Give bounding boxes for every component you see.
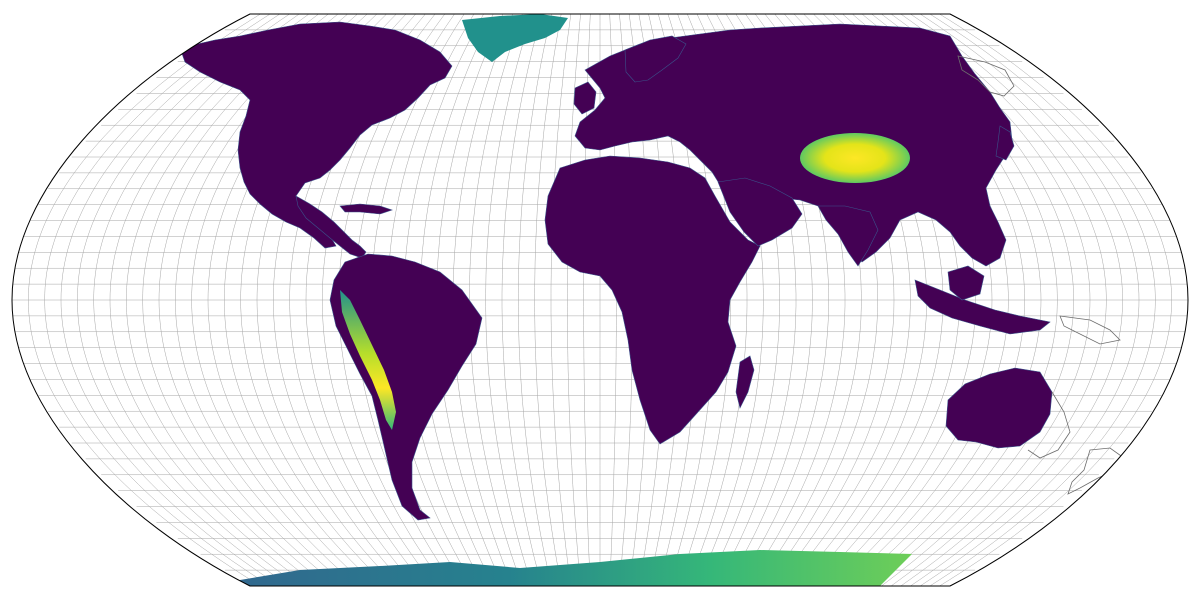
globe-boundary bbox=[11, 13, 1189, 587]
greenland bbox=[462, 14, 568, 62]
meridian-line bbox=[158, 14, 339, 586]
coastline-outlines bbox=[957, 55, 1125, 495]
meridian-line bbox=[920, 14, 1140, 586]
east-asia-outline bbox=[957, 55, 1015, 97]
scandinavia bbox=[624, 35, 687, 83]
pacific-islands-outline bbox=[1059, 315, 1121, 345]
meridian-line bbox=[126, 14, 319, 586]
meridian-line bbox=[890, 14, 1091, 586]
new-zealand-outline bbox=[1067, 447, 1125, 495]
meridian-line bbox=[93, 14, 300, 586]
meridian-line bbox=[518, 14, 552, 586]
madagascar bbox=[735, 355, 755, 409]
meridian-line bbox=[534, 14, 562, 586]
meridian-line bbox=[501, 14, 543, 586]
central-america bbox=[295, 195, 367, 259]
meridian-line bbox=[550, 14, 572, 586]
tibetan-plateau bbox=[800, 133, 910, 183]
australia bbox=[945, 367, 1053, 449]
meridian-line bbox=[939, 14, 1172, 586]
meridian-line bbox=[929, 14, 1156, 586]
india bbox=[817, 205, 879, 267]
caribbean-islands bbox=[339, 203, 393, 215]
meridian-line bbox=[60, 14, 280, 586]
south-america bbox=[329, 253, 483, 521]
meridian-line bbox=[910, 14, 1123, 586]
meridian-line bbox=[28, 14, 261, 586]
arabia bbox=[717, 177, 803, 247]
meridian-line bbox=[109, 14, 310, 586]
europe-asia bbox=[574, 23, 1013, 267]
meridian-line bbox=[567, 14, 581, 586]
meridian-line bbox=[900, 14, 1107, 586]
meridian-line bbox=[77, 14, 290, 586]
japan bbox=[995, 125, 1015, 161]
maritime-southeast-asia bbox=[914, 279, 1051, 335]
africa bbox=[544, 155, 761, 445]
antarctica bbox=[240, 550, 912, 586]
british-isles bbox=[573, 81, 597, 115]
andes bbox=[340, 290, 396, 430]
meridian-line bbox=[485, 14, 533, 586]
meridian-line bbox=[44, 14, 271, 586]
land-masses bbox=[179, 14, 1053, 586]
borneo bbox=[947, 265, 985, 301]
meridian-line bbox=[142, 14, 329, 586]
australia-east-outline bbox=[1027, 391, 1071, 459]
